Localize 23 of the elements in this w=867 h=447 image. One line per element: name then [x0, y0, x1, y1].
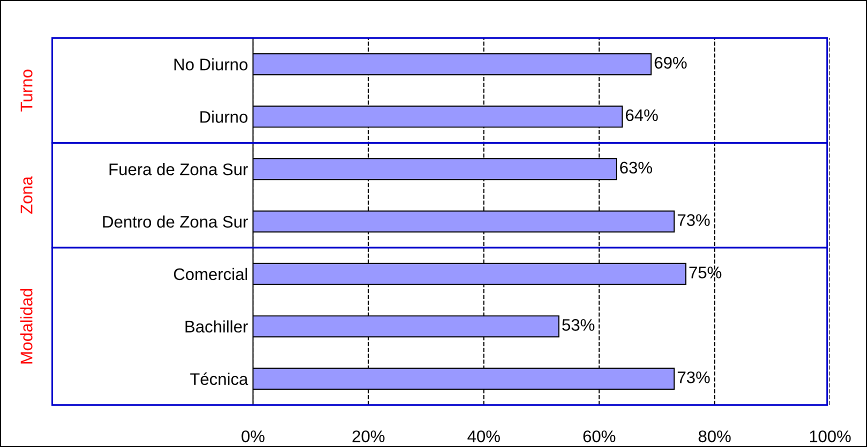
x-tick-label: 60%	[583, 430, 616, 442]
text: Zona	[20, 176, 32, 214]
data-label: 64%	[626, 109, 658, 122]
data-label: 75%	[689, 266, 722, 278]
text: Turno	[20, 70, 32, 112]
data-label: 53%	[562, 319, 594, 331]
text: Modalidad	[20, 288, 32, 364]
y-tick-label: Bachiller	[186, 320, 248, 333]
y-tick-label: Técnica	[190, 372, 248, 385]
x-tick-label: 100%	[810, 430, 851, 442]
data-label: 63%	[620, 162, 652, 174]
y-tick-label: Fuera de Zona Sur	[110, 163, 248, 176]
y-tick-label: Dentro de Zona Sur	[103, 215, 248, 228]
x-tick-label: 40%	[468, 430, 500, 442]
x-tick-label: 20%	[352, 430, 384, 442]
y-tick-label: No Diurno	[174, 58, 248, 70]
y-tick-label: Comercial	[174, 268, 248, 280]
x-tick-label: 80%	[698, 430, 731, 442]
data-label: 73%	[678, 371, 710, 384]
data-label: 69%	[654, 56, 687, 69]
x-tick-label: 0%	[242, 430, 264, 442]
y-tick-label: Diurno	[200, 110, 248, 123]
data-label: 73%	[678, 214, 710, 226]
